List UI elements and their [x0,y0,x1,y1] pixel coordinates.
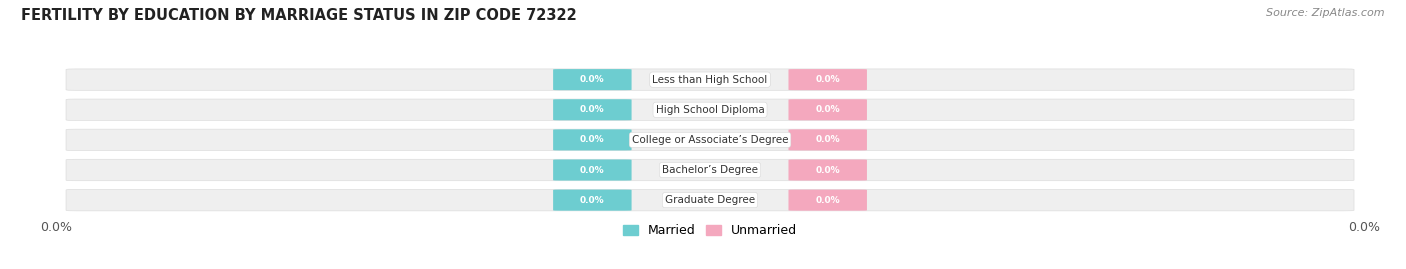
Text: Less than High School: Less than High School [652,75,768,85]
Text: FERTILITY BY EDUCATION BY MARRIAGE STATUS IN ZIP CODE 72322: FERTILITY BY EDUCATION BY MARRIAGE STATU… [21,8,576,23]
FancyBboxPatch shape [66,69,1354,90]
Legend: Married, Unmarried: Married, Unmarried [619,219,801,242]
Text: 0.0%: 0.0% [581,165,605,175]
Text: 0.0%: 0.0% [815,135,839,144]
Text: Bachelor’s Degree: Bachelor’s Degree [662,165,758,175]
FancyBboxPatch shape [553,129,631,150]
Text: Graduate Degree: Graduate Degree [665,195,755,205]
Text: 0.0%: 0.0% [815,196,839,205]
FancyBboxPatch shape [66,129,1354,151]
FancyBboxPatch shape [553,160,631,180]
FancyBboxPatch shape [66,99,1354,121]
Text: 0.0%: 0.0% [581,196,605,205]
Text: 0.0%: 0.0% [581,105,605,114]
Text: College or Associate’s Degree: College or Associate’s Degree [631,135,789,145]
FancyBboxPatch shape [789,69,868,90]
FancyBboxPatch shape [66,189,1354,211]
Text: High School Diploma: High School Diploma [655,105,765,115]
FancyBboxPatch shape [66,159,1354,181]
FancyBboxPatch shape [553,69,631,90]
FancyBboxPatch shape [553,99,631,120]
FancyBboxPatch shape [789,190,868,211]
Text: 0.0%: 0.0% [815,165,839,175]
Text: 0.0%: 0.0% [581,75,605,84]
Text: 0.0%: 0.0% [815,75,839,84]
FancyBboxPatch shape [789,99,868,120]
Text: 0.0%: 0.0% [815,105,839,114]
Text: Source: ZipAtlas.com: Source: ZipAtlas.com [1267,8,1385,18]
FancyBboxPatch shape [553,190,631,211]
Text: 0.0%: 0.0% [581,135,605,144]
FancyBboxPatch shape [789,160,868,180]
FancyBboxPatch shape [789,129,868,150]
